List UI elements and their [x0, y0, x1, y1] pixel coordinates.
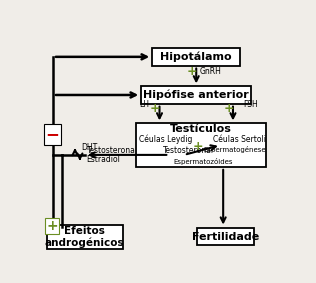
Text: Hipófise anterior: Hipófise anterior — [143, 90, 249, 100]
Text: +: + — [193, 140, 203, 153]
Text: +: + — [186, 65, 197, 78]
Text: +: + — [223, 102, 234, 115]
Text: Testosterona: Testosterona — [87, 147, 136, 155]
Text: Espermatogénese: Espermatogénese — [203, 146, 265, 153]
Text: Efeitos
androgénicos: Efeitos androgénicos — [45, 226, 125, 248]
Text: LH: LH — [140, 100, 150, 109]
FancyBboxPatch shape — [152, 48, 240, 66]
Text: +: + — [150, 102, 161, 115]
Text: Espermatozóides: Espermatozóides — [174, 158, 233, 164]
Text: +: + — [46, 219, 58, 233]
FancyBboxPatch shape — [141, 86, 251, 104]
Text: FSH: FSH — [243, 100, 258, 109]
Text: DHT: DHT — [81, 143, 97, 152]
Text: Hipotálamo: Hipotálamo — [161, 52, 232, 62]
Text: Estradiol: Estradiol — [86, 155, 120, 164]
FancyBboxPatch shape — [47, 225, 123, 248]
Text: Fertilidade: Fertilidade — [192, 231, 259, 242]
Text: GnRH: GnRH — [199, 67, 221, 76]
Text: Céulas Leydig: Céulas Leydig — [139, 135, 192, 144]
FancyBboxPatch shape — [136, 123, 266, 167]
Text: Testículos: Testículos — [170, 125, 232, 134]
Text: −: − — [45, 125, 59, 143]
Text: Céulas Sertoli: Céulas Sertoli — [213, 135, 265, 144]
FancyBboxPatch shape — [198, 228, 254, 245]
Text: Testosterona: Testosterona — [163, 146, 212, 155]
